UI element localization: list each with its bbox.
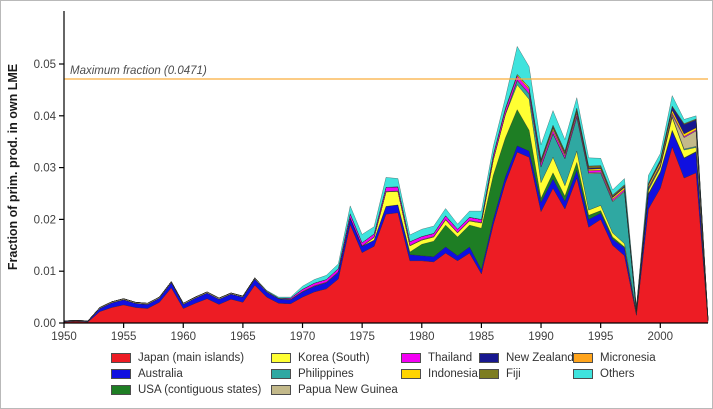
legend-swatch-thailand	[401, 353, 421, 363]
legend-label: Philippines	[298, 368, 354, 380]
legend-item-fiji: Fiji	[479, 366, 574, 382]
legend-column-1: Japan (main islands) Australia USA (contig…	[111, 350, 261, 398]
x-tick-label: 1995	[588, 331, 614, 343]
legend-item-japan-main-islands: Japan (main islands)	[111, 350, 261, 366]
legend-swatch-indonesia	[401, 369, 421, 379]
legend-label: Japan (main islands)	[138, 352, 245, 364]
legend-swatch-new-zealand	[479, 353, 499, 363]
y-tick-label: 0.05	[34, 59, 56, 71]
y-tick-label: 0.03	[34, 163, 56, 175]
legend-swatch-australia	[111, 369, 131, 379]
legend-label: Others	[600, 368, 635, 380]
legend-swatch-others	[573, 369, 593, 379]
y-axis-title: Fraction of prim. prod. in own LME	[6, 64, 20, 270]
legend-swatch-papua-new-guinea	[271, 385, 291, 395]
legend-item-papua-new-guinea: Papua New Guinea	[271, 382, 398, 398]
legend-item-philippines: Philippines	[271, 366, 398, 382]
chart-legend: Japan (main islands) Australia USA (contig…	[111, 350, 706, 402]
legend-label: Australia	[138, 368, 183, 380]
max-fraction-annotation: Maximum fraction (0.0471)	[70, 65, 207, 77]
legend-label: USA (contiguous states)	[138, 384, 262, 396]
legend-swatch-philippines	[271, 369, 291, 379]
legend-column-2: Korea (South) Philippines Papua New Guinea	[271, 350, 398, 398]
x-tick-label: 1970	[290, 331, 316, 343]
y-tick-label: 0.04	[34, 111, 57, 123]
legend-label: Thailand	[428, 352, 473, 364]
y-tick-label: 0.01	[34, 266, 56, 278]
legend-item-usa-contiguous-states: USA (contiguous states)	[111, 382, 261, 398]
legend-item-thailand: Thailand	[401, 350, 478, 366]
legend-item-others: Others	[573, 366, 656, 382]
legend-label: Korea (South)	[298, 352, 370, 364]
x-tick-label: 1990	[528, 331, 554, 343]
legend-label: Micronesia	[600, 352, 656, 364]
x-tick-label: 1965	[230, 331, 256, 343]
legend-item-new-zealand: New Zealand	[479, 350, 574, 366]
legend-item-korea-south: Korea (South)	[271, 350, 398, 366]
legend-label: Indonesia	[428, 368, 478, 380]
x-tick-label: 1985	[469, 331, 495, 343]
legend-swatch-japan-main-islands	[111, 353, 131, 363]
legend-item-australia: Australia	[111, 366, 261, 382]
y-tick-label: 0.02	[34, 214, 56, 226]
legend-column-3: Thailand Indonesia	[401, 350, 478, 382]
x-tick-label: 1955	[111, 331, 137, 343]
legend-label: Fiji	[506, 368, 521, 380]
legend-column-5: Micronesia Others	[573, 350, 656, 382]
legend-label: Papua New Guinea	[298, 384, 398, 396]
legend-swatch-fiji	[479, 369, 499, 379]
area-others	[63, 46, 709, 322]
legend-item-micronesia: Micronesia	[573, 350, 656, 366]
x-tick-label: 1980	[409, 331, 435, 343]
x-tick-label: 2000	[647, 331, 673, 343]
x-tick-label: 1975	[349, 331, 375, 343]
legend-swatch-usa-contiguous-states	[111, 385, 131, 395]
x-tick-label: 1960	[170, 331, 196, 343]
legend-column-4: New Zealand Fiji	[479, 350, 574, 382]
legend-swatch-korea-south	[271, 353, 291, 363]
legend-swatch-micronesia	[573, 353, 593, 363]
stacked-area-chart: Maximum fraction (0.0471) 0.00 0.01 0.02 0.0…	[6, 11, 709, 343]
legend-item-indonesia: Indonesia	[401, 366, 478, 382]
y-tick-label: 0.00	[34, 318, 56, 330]
x-tick-label: 1950	[51, 331, 77, 343]
legend-label: New Zealand	[506, 352, 574, 364]
